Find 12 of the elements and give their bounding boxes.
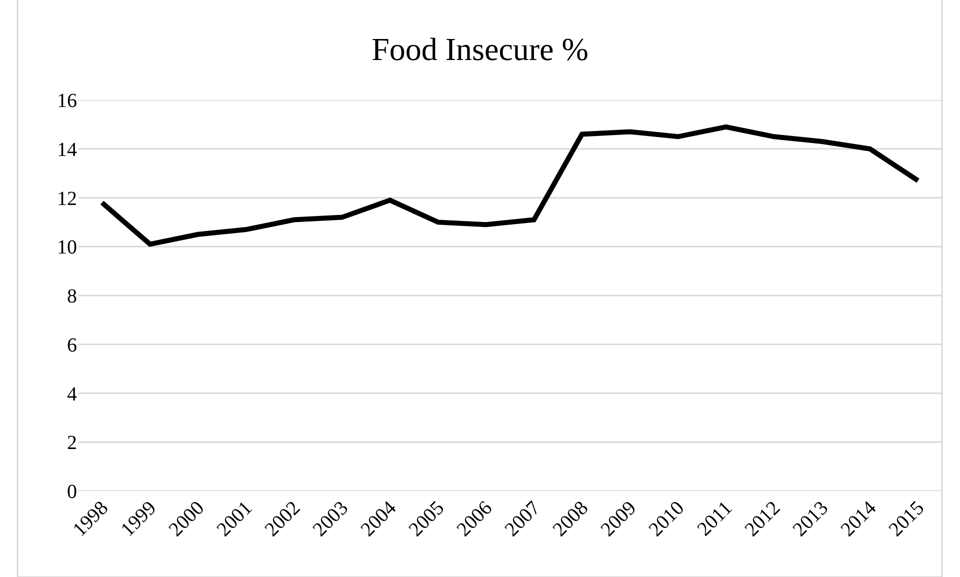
- x-tick-label: 1999: [116, 497, 161, 541]
- y-tick-label: 8: [67, 286, 77, 308]
- y-tick-label: 14: [57, 138, 77, 161]
- y-tick-label: 6: [67, 334, 77, 356]
- y-tick-label: 16: [57, 90, 77, 112]
- y-tick-label: 4: [67, 383, 77, 406]
- chart-title: Food Insecure %: [372, 31, 588, 68]
- y-tick-label: 2: [67, 432, 77, 454]
- x-tick-label: 2011: [693, 497, 737, 540]
- y-tick-label: 10: [57, 236, 77, 259]
- y-tick-label: 0: [67, 481, 77, 503]
- y-tick-label: 12: [57, 188, 77, 210]
